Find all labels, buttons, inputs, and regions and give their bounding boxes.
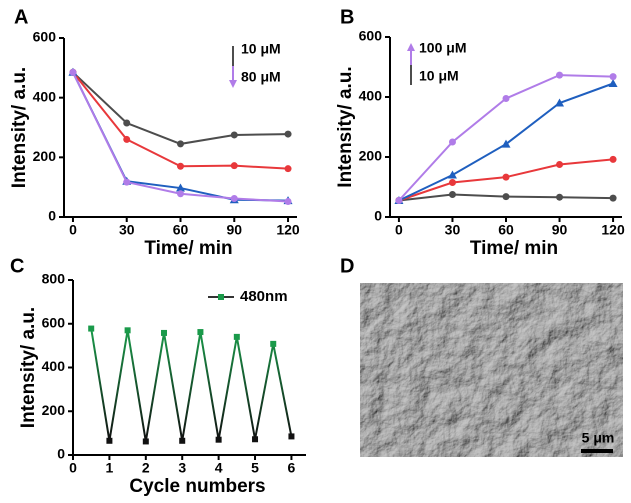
x-tick-label: 60: [173, 222, 189, 238]
y-tick-label: 600: [33, 29, 57, 45]
y-tick-label: 0: [57, 446, 65, 462]
marker: [501, 139, 511, 148]
marker: [233, 333, 240, 340]
y-tick-label: 200: [359, 148, 383, 164]
y-tick-label: 0: [48, 208, 56, 224]
marker: [556, 161, 564, 168]
marker: [142, 438, 149, 445]
marker: [395, 197, 403, 204]
x-tick-label: 1: [106, 460, 114, 476]
panel-label: B: [340, 6, 354, 28]
x-tick-label: 4: [215, 460, 223, 476]
scale-bar-label: 5 μm: [582, 430, 615, 446]
marker: [284, 197, 292, 205]
marker: [502, 173, 510, 181]
x-tick-label: 30: [119, 222, 135, 238]
y-tick-label: 200: [42, 402, 66, 418]
marker: [123, 119, 131, 127]
x-tick-label: 5: [251, 460, 259, 476]
marker: [177, 140, 184, 148]
series-line: [72, 71, 289, 170]
sem-image: [360, 283, 623, 457]
x-tick-label: 90: [552, 222, 568, 238]
marker: [284, 130, 292, 138]
marker: [161, 329, 168, 336]
legend-label: 100 μM: [419, 40, 466, 56]
marker: [288, 433, 295, 440]
x-tick-label: 2: [142, 460, 150, 476]
y-tick-label: 200: [33, 148, 57, 164]
legend-arrowhead: [229, 80, 237, 88]
marker: [608, 79, 618, 87]
y-tick-label: 600: [42, 314, 66, 330]
x-axis-title: Time/ min: [470, 238, 558, 259]
legend-label: 480nm: [240, 288, 288, 305]
x-tick-label: 0: [395, 222, 403, 238]
y-axis-title: Intensity/ a.u.: [335, 66, 356, 187]
legend-arrowhead: [407, 43, 415, 51]
y-axis-title: Intensity/ a.u.: [18, 307, 39, 428]
y-tick-label: 600: [359, 28, 383, 44]
marker: [447, 170, 457, 179]
marker: [179, 437, 186, 444]
x-tick-label: 3: [178, 460, 186, 476]
series-line: [72, 71, 289, 203]
y-tick-label: 400: [42, 358, 66, 374]
marker: [502, 95, 510, 102]
x-tick-label: 60: [498, 222, 514, 238]
marker: [556, 71, 564, 79]
marker: [270, 340, 277, 347]
marker: [197, 329, 204, 336]
marker: [448, 179, 456, 186]
panel-label: D: [340, 255, 354, 277]
legend-label: 80 μM: [241, 69, 281, 85]
marker: [609, 155, 617, 163]
marker: [69, 68, 77, 76]
y-tick-label: 0: [374, 208, 382, 224]
marker: [176, 183, 185, 192]
x-axis-title: Cycle numbers: [129, 476, 265, 497]
x-tick-label: 120: [601, 222, 625, 238]
marker: [448, 138, 456, 146]
legend-label: 10 μM: [419, 68, 459, 84]
y-axis-title: Intensity/ a.u.: [9, 67, 30, 188]
marker: [555, 98, 565, 107]
x-tick-label: 0: [69, 222, 77, 238]
x-tick-label: 0: [69, 460, 77, 476]
marker: [123, 178, 131, 186]
marker: [284, 165, 292, 173]
series-line: [90, 328, 293, 442]
marker: [124, 327, 131, 334]
legend-marker: [218, 294, 224, 300]
y-tick-label: 400: [33, 88, 57, 104]
marker: [502, 193, 510, 201]
x-tick-label: 120: [276, 222, 300, 238]
marker: [230, 162, 238, 170]
panel-label: C: [10, 255, 24, 277]
marker: [177, 190, 184, 198]
marker: [123, 135, 131, 143]
marker: [252, 436, 259, 443]
x-axis-title: Time/ min: [144, 238, 232, 259]
marker: [556, 193, 564, 201]
marker: [106, 437, 113, 444]
marker: [448, 191, 456, 198]
panel-label: A: [14, 6, 28, 28]
y-tick-label: 400: [359, 88, 383, 104]
marker: [609, 73, 617, 81]
x-tick-label: 90: [226, 222, 242, 238]
marker: [609, 194, 617, 202]
marker: [88, 325, 95, 332]
series-line: [398, 74, 614, 202]
legend-label: 10 μM: [241, 41, 281, 57]
x-tick-label: 6: [288, 460, 296, 476]
marker: [230, 131, 238, 139]
marker: [230, 195, 238, 203]
marker: [177, 162, 184, 170]
x-tick-label: 30: [445, 222, 461, 238]
marker: [215, 436, 222, 443]
y-tick-label: 800: [42, 271, 66, 287]
